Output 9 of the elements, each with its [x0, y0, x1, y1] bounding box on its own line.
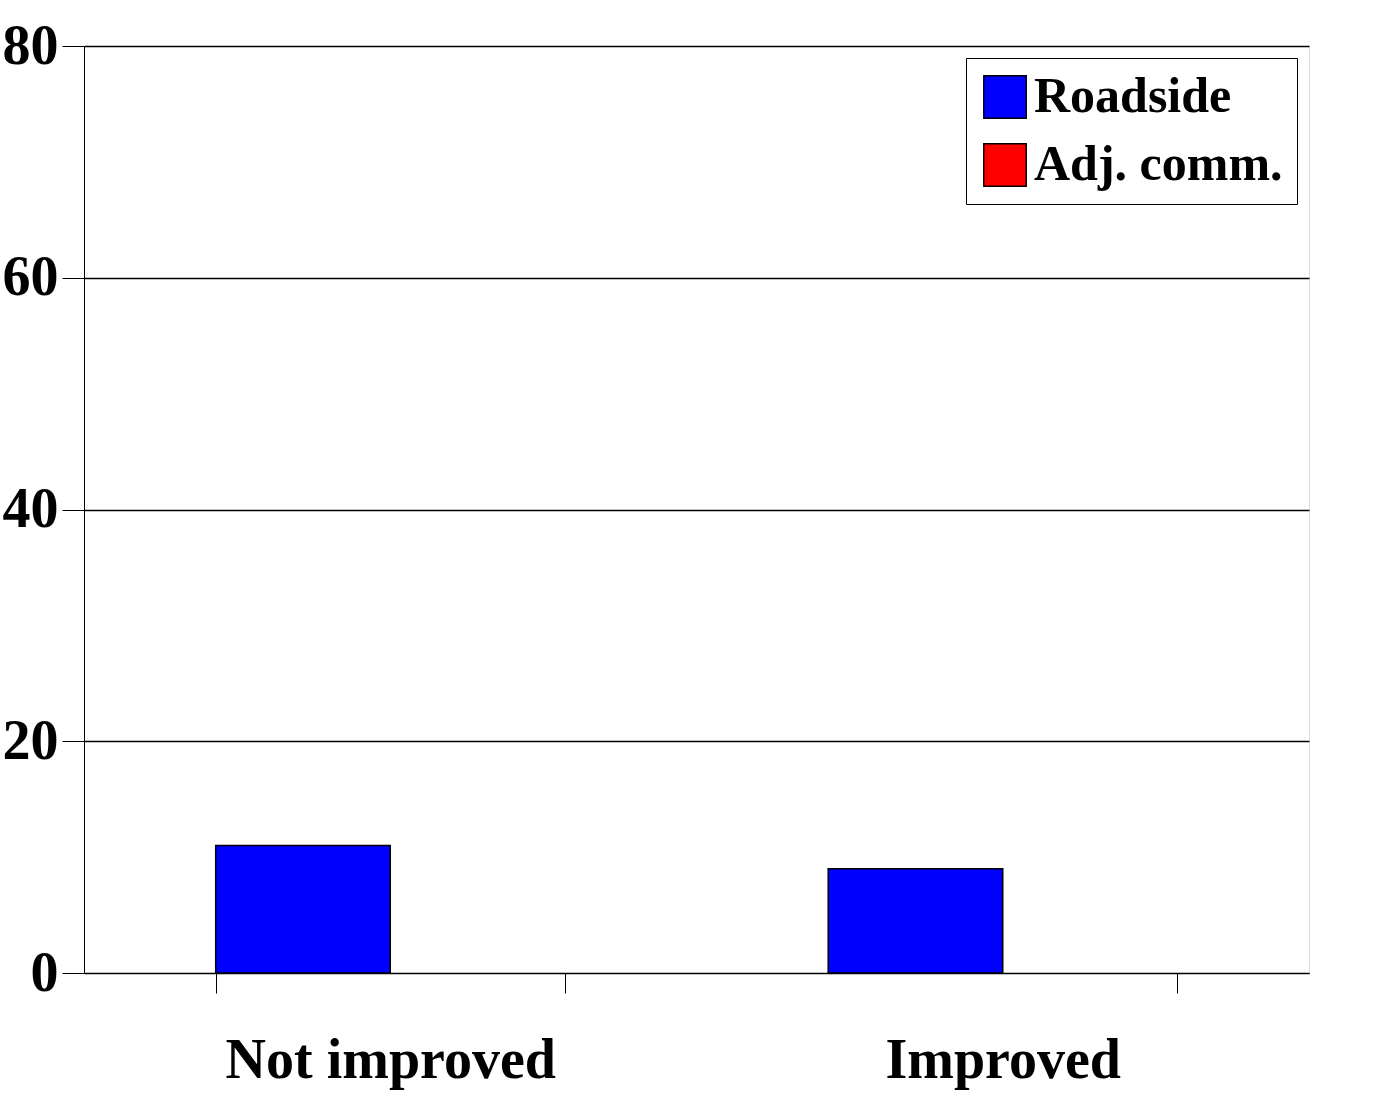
y-tick-label: 0 [30, 940, 59, 1003]
legend-label: Adj. comm. [1034, 135, 1283, 191]
x-tick-label: Not improved [225, 1027, 556, 1090]
y-tick-label: 80 [2, 13, 59, 76]
y-tick-label: 60 [2, 245, 59, 308]
legend-label: Roadside [1034, 67, 1232, 123]
x-tick-label: Improved [885, 1027, 1121, 1090]
y-tick-label: 40 [2, 477, 59, 539]
y-tick-label: 20 [2, 708, 59, 771]
